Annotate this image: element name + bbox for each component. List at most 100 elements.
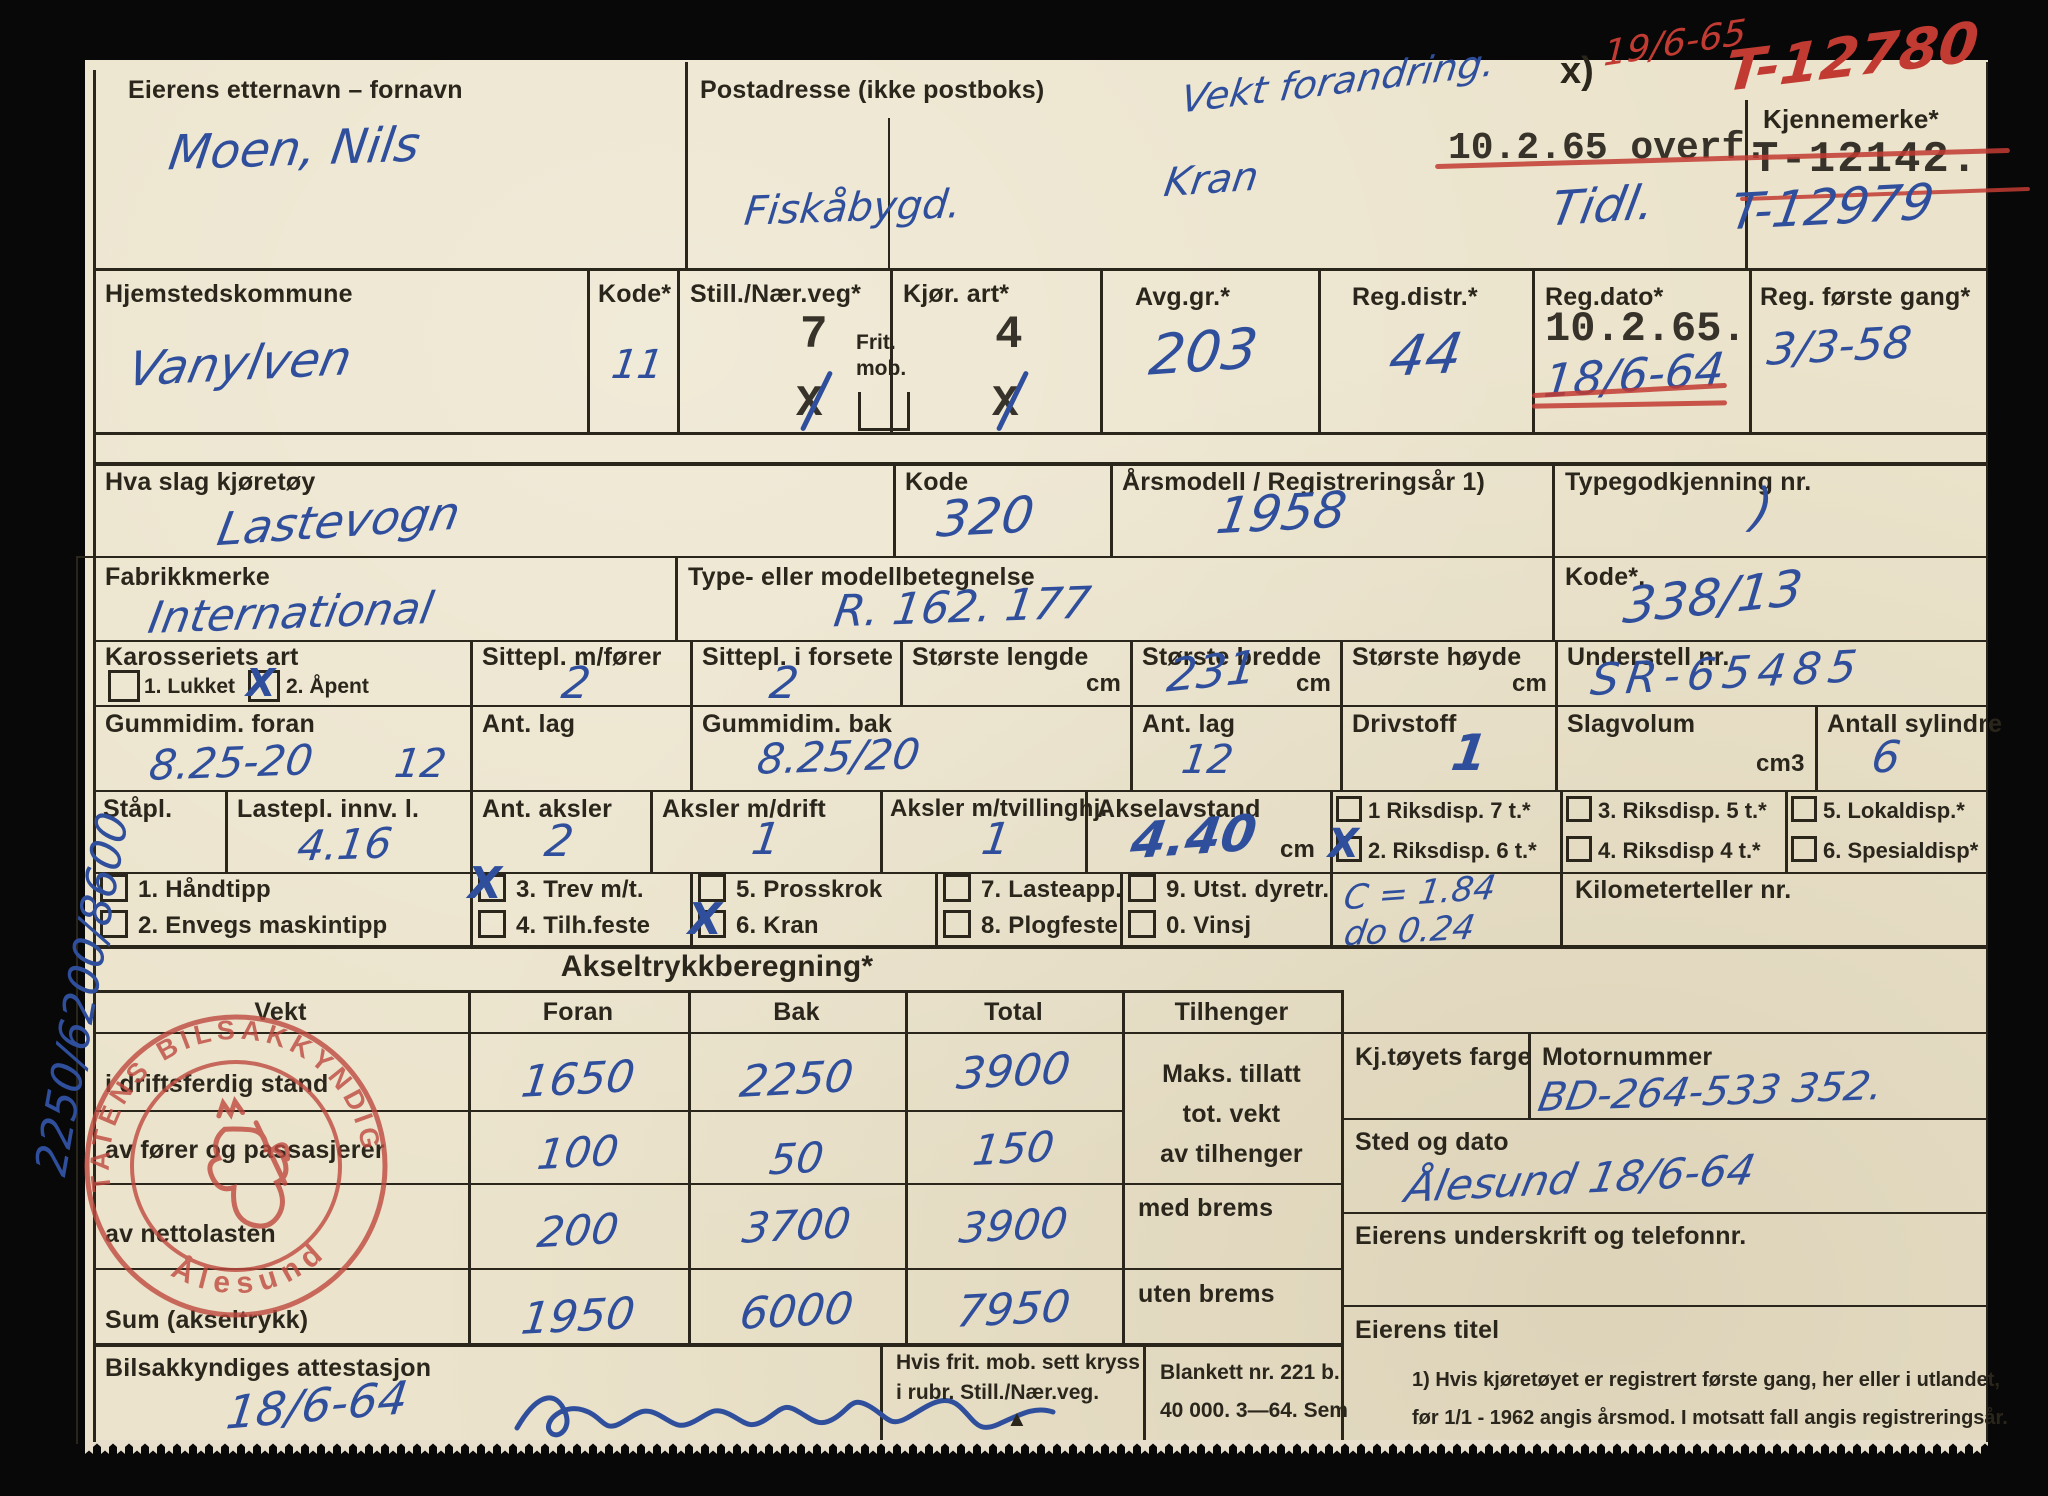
kode2-label: Kode*. xyxy=(1565,563,1646,591)
akselavstand-unit: cm xyxy=(1280,836,1316,863)
paper-torn-bottom-edge xyxy=(85,1440,1988,1454)
attestasjon-label: Bilsakkyndiges attestasjon xyxy=(105,1354,432,1382)
kilometerteller-label: Kilometerteller nr. xyxy=(1575,876,1792,904)
lokaldisp-label: 5. Lokaldisp.* xyxy=(1823,798,1965,823)
plogfeste-label: 8. Plogfeste xyxy=(981,912,1119,939)
divider xyxy=(893,462,896,556)
divider xyxy=(900,640,903,705)
divider xyxy=(650,790,653,872)
typegodkjenning-label: Typegodkjenning nr. xyxy=(1565,468,1812,496)
dyretr-label: 9. Utst. dyretr. xyxy=(1166,876,1330,903)
rule xyxy=(1341,1212,1988,1214)
divider xyxy=(1552,556,1555,640)
riksdisp6-checkbox-mark: X xyxy=(1328,821,1359,867)
tilhenger-maks-3: av tilhenger xyxy=(1160,1140,1303,1168)
drivstoff-label: Drivstoff xyxy=(1352,710,1457,738)
margin-bracket-line xyxy=(76,556,78,1444)
divider xyxy=(1318,268,1321,432)
annotation-kran: Kran xyxy=(1161,153,1262,207)
rule xyxy=(93,1183,1341,1185)
divider xyxy=(1560,790,1563,872)
col-total: Total xyxy=(984,998,1043,1026)
riksdisp7-checkbox xyxy=(1336,796,1362,822)
rule xyxy=(1341,1305,1988,1307)
divider xyxy=(1120,872,1123,945)
farge-label: Kj.tøyets farge xyxy=(1355,1043,1532,1071)
divider xyxy=(1110,462,1113,556)
gummi-bak-value: 8.25/20 xyxy=(754,729,924,784)
annotation-x-ref: x) xyxy=(1560,50,1594,92)
rule xyxy=(93,1343,1341,1347)
footnote-line-2: før 1/1 - 1962 angis årsmod. I motsatt f… xyxy=(1412,1407,2008,1429)
rule xyxy=(93,945,1988,949)
slagvolum-unit: cm3 xyxy=(1756,750,1805,777)
karosseri-label: Karosseriets art xyxy=(105,643,299,671)
rule xyxy=(93,872,1988,874)
envegs-label: 2. Envegs maskintipp xyxy=(138,912,388,939)
akseltrykk-title: Akseltrykkberegning* xyxy=(560,950,874,983)
rule xyxy=(93,790,1988,792)
slagvolum-label: Slagvolum xyxy=(1567,710,1696,738)
tilhenger-uten-brems: uten brems xyxy=(1138,1280,1275,1308)
motornummer-value: BD-264-533 352. xyxy=(1534,1063,1887,1121)
gummi-bak-label: Gummidim. bak xyxy=(702,710,893,738)
arrow-up-icon: ▲ xyxy=(1006,1406,1028,1431)
rule xyxy=(93,462,1988,466)
underskrift-label: Eierens underskrift og telefonnr. xyxy=(1355,1222,1747,1250)
bredde-label: Største bredde xyxy=(1142,643,1322,671)
modell-label: Type- eller modellbetegnelse xyxy=(688,563,1035,591)
trev-label: 3. Trev m/t. xyxy=(516,876,644,903)
kran-checkbox-mark: X xyxy=(688,894,722,945)
margin-bracket-hook xyxy=(76,556,94,558)
gummi-foran-value: 8.25-20 xyxy=(146,735,317,790)
divider xyxy=(1130,705,1133,790)
divider xyxy=(470,705,473,790)
divider xyxy=(1745,100,1748,268)
frit-mob-footnote-1: Hvis frit. mob. sett kryss xyxy=(896,1351,1140,1374)
divider xyxy=(225,790,228,872)
blankett-line-2: 40 000. 3—64. Sem xyxy=(1160,1399,1348,1422)
lasteapp-label: 7. Lasteapp. xyxy=(981,876,1123,903)
utstyr-note-2: do 0.24 xyxy=(1341,907,1478,955)
signature-scribble xyxy=(514,1395,1056,1438)
apent-checkbox xyxy=(248,670,280,702)
motornummer-label: Motornummer xyxy=(1542,1043,1713,1071)
owner-name-label: Eierens etternavn – fornavn xyxy=(128,76,463,104)
col-bak: Bak xyxy=(773,998,820,1026)
divider xyxy=(685,62,688,268)
fabrikkmerke-value: International xyxy=(144,583,438,644)
plate-number-typed: T-12142. xyxy=(1752,135,1980,185)
divider xyxy=(880,790,883,872)
divider xyxy=(888,118,890,268)
lengde-unit: cm xyxy=(1086,670,1122,697)
divider xyxy=(1555,640,1558,705)
divider xyxy=(470,872,473,945)
kommune-value: Vanylven xyxy=(123,330,357,398)
hoyde-label: Største høyde xyxy=(1352,643,1522,671)
drivstoff-value: 1 xyxy=(1447,724,1491,782)
riksdisp4-checkbox xyxy=(1566,836,1592,862)
divider xyxy=(905,990,908,1343)
arsmodell-label: Årsmodell / Registreringsår 1) xyxy=(1122,468,1486,496)
reg-forste-value: 3/3-58 xyxy=(1764,317,1915,376)
riksdisp5-checkbox xyxy=(1566,796,1592,822)
tilhfeste-label: 4. Tilh.feste xyxy=(516,912,651,939)
divider xyxy=(468,990,471,1343)
ant-lag1-value: 12 xyxy=(391,741,450,787)
akselavstand-label: Akselavstand xyxy=(1097,795,1261,823)
paper-background xyxy=(85,60,1988,1440)
previous-plate-value: T-12979 xyxy=(1726,172,1939,242)
lukket-label: 1. Lukket xyxy=(144,675,236,698)
divider xyxy=(1340,640,1343,705)
kode-label: Kode* xyxy=(598,280,672,308)
stamp-text-bottom: Ålesund xyxy=(163,1230,339,1310)
lastepl-value: 4.16 xyxy=(294,818,396,871)
rule xyxy=(93,640,1988,642)
divider xyxy=(1341,990,1344,1440)
divider xyxy=(1552,462,1555,556)
rule xyxy=(93,1032,1988,1034)
avg-gr-value: 203 xyxy=(1146,316,1261,389)
lastepl-label: Lastepl. innv. l. xyxy=(237,795,420,823)
prosskrok-checkbox xyxy=(698,874,726,902)
handtipp-label: 1. Håndtipp xyxy=(138,876,271,903)
